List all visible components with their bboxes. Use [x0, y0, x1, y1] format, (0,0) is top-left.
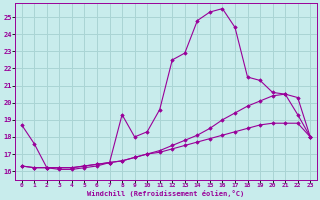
X-axis label: Windchill (Refroidissement éolien,°C): Windchill (Refroidissement éolien,°C) — [87, 190, 244, 197]
